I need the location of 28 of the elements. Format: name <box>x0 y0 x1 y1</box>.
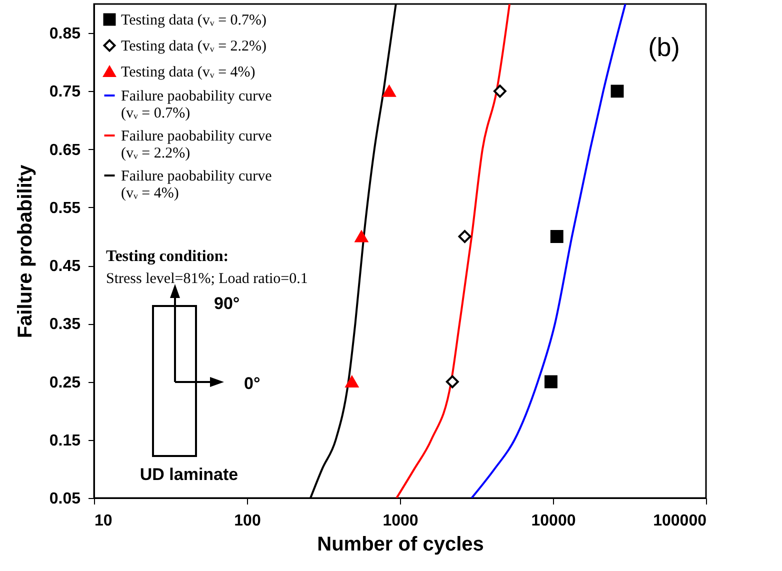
y-tick-label: 0.45 <box>49 258 81 276</box>
y-tick-label: 0.55 <box>49 200 81 217</box>
annotation: Stress level=81%; Load ratio=0.1 <box>106 271 308 287</box>
y-tick-label: 0.65 <box>49 142 81 159</box>
x-tick-label: 100 <box>234 512 261 530</box>
y-tick-label: 0.15 <box>49 432 81 450</box>
annotation: (b) <box>648 32 680 62</box>
y-tick-label: 0.35 <box>49 316 81 334</box>
y-tick-label: 0.25 <box>49 374 81 392</box>
annotation: Testing condition: <box>106 248 229 265</box>
legend-label: Failure paobability curve (vᵥ = 4%) <box>121 168 272 202</box>
y-axis-title: Failure probability <box>14 164 36 338</box>
legend-label: Testing data (vᵥ = 4%) <box>121 64 256 80</box>
legend-label: Failure paobability curve (vᵥ = 2.2%) <box>121 128 272 162</box>
y-tick-label: 0.85 <box>49 26 81 43</box>
x-tick-label: 10 <box>94 512 112 530</box>
annotation: 0° <box>244 374 260 393</box>
y-tick-label: 0.75 <box>49 84 81 101</box>
legend-label: Testing data (vᵥ = 0.7%) <box>121 12 267 28</box>
x-tick-label: 100000 <box>653 512 707 530</box>
annotation: 90° <box>214 294 240 313</box>
x-axis-title: Number of cycles <box>317 534 484 556</box>
annotation: UD laminate <box>140 465 238 484</box>
legend-label: Testing data (vᵥ = 2.2%) <box>121 38 267 54</box>
legend-label: Failure paobability curve (vᵥ = 0.7%) <box>121 88 272 122</box>
x-tick-label: 10000 <box>531 512 576 530</box>
x-tick-label: 1000 <box>382 512 418 530</box>
y-tick-label: 0.05 <box>49 490 81 508</box>
